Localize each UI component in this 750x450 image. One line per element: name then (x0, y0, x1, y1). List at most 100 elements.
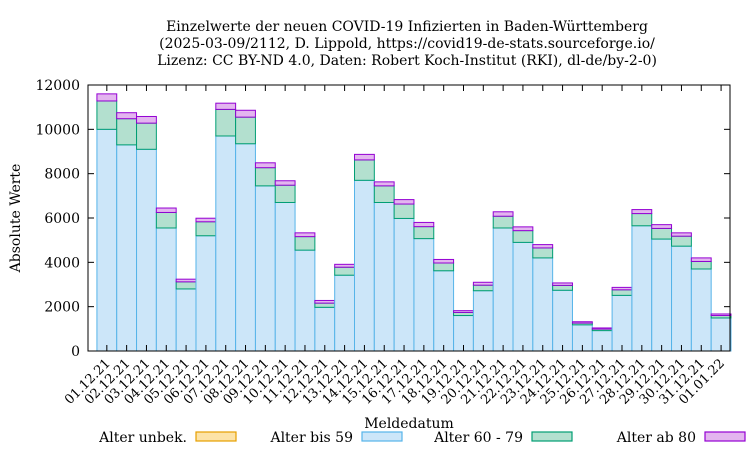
bar-15.12.21-series-2 (373, 185, 395, 203)
bar-08.12.21-series-3 (235, 109, 256, 118)
bar-29.12.21-series-2 (651, 227, 673, 240)
bar-31.12.21-series-3 (690, 257, 712, 262)
bar-21.12.21-series-2 (492, 215, 514, 229)
bar-18.12.21-series-1 (433, 270, 455, 352)
bar-01.12.21-series-3 (96, 93, 118, 102)
bar-07.12.21-series-3 (215, 102, 237, 110)
bar-11.12.21-series-2 (294, 236, 316, 251)
bar-05.12.21-series-1 (175, 288, 197, 352)
bar-10.12.21-series-1 (274, 201, 296, 352)
bar-04.12.21-series-2 (155, 211, 177, 229)
bar-17.12.21-series-3 (413, 221, 435, 228)
bar-09.12.21-series-1 (254, 185, 276, 352)
bar-29.12.21-series-1 (651, 238, 673, 352)
bar-10.12.21-series-3 (274, 180, 296, 186)
y-tick-label-10000: 10000 (35, 122, 80, 138)
x-axis: 01.12.2102.12.2103.12.2104.12.2105.12.21… (62, 85, 728, 408)
bar-15.12.21-series-3 (373, 181, 395, 187)
bar-04.12.21-series-3 (155, 207, 177, 213)
bar-30.12.21-series-1 (671, 245, 692, 352)
bar-20.12.21-series-1 (472, 290, 494, 352)
y-tick-label-8000: 8000 (44, 167, 80, 183)
bar-09.12.21-series-2 (254, 167, 276, 187)
bar-22.12.21-series-2 (512, 230, 534, 243)
y-axis: 0 2000 4000 6000 8000 10000 12000 (35, 78, 730, 360)
bar-31.12.21-series-1 (690, 268, 712, 352)
bar-30.12.21-series-3 (671, 232, 692, 237)
legend-label-3: Alter ab 80 (616, 430, 696, 446)
legend-label-0: Alter unbek. (98, 430, 187, 446)
bar-01.01.22-series-3 (710, 313, 732, 317)
bar-02.12.21-series-1 (116, 144, 138, 352)
legend-swatch-0 (195, 431, 237, 442)
y-tick-label-6000: 6000 (44, 211, 80, 227)
bar-02.12.21-series-3 (116, 112, 138, 120)
y-tick-label-12000: 12000 (35, 78, 80, 94)
bar-07.12.21-series-2 (215, 108, 237, 137)
bar-28.12.21-series-3 (631, 209, 653, 215)
bar-16.12.21-series-3 (393, 199, 415, 205)
bar-22.12.21-series-1 (512, 241, 534, 352)
x-axis-label: Meldedatum (364, 416, 454, 432)
legend-swatch-1 (361, 431, 403, 442)
bar-30.12.21-series-2 (671, 235, 692, 247)
legend-swatch-2 (531, 431, 573, 442)
bar-29.12.21-series-3 (651, 224, 673, 229)
bar-24.12.21-series-3 (552, 282, 573, 286)
bar-23.12.21-series-3 (532, 244, 554, 249)
bar-13.12.21-series-2 (334, 266, 356, 276)
bar-13.12.21-series-3 (334, 263, 356, 268)
bar-08.12.21-series-1 (235, 143, 256, 352)
bar-31.12.21-series-2 (690, 260, 712, 270)
legend-label-2: Alter 60 - 79 (433, 430, 523, 446)
bar-12.12.21-series-2 (314, 302, 336, 308)
bar-23.12.21-series-1 (532, 257, 554, 352)
bar-layer (96, 93, 732, 352)
bar-20.12.21-series-3 (472, 281, 494, 286)
bar-06.12.21-series-1 (195, 235, 217, 352)
bar-12.12.21-series-3 (314, 299, 336, 304)
bar-24.12.21-series-1 (552, 289, 573, 352)
bar-03.12.21-series-1 (136, 148, 157, 352)
chart-title-line-1: Einzelwerte der neuen COVID-19 Infiziert… (166, 19, 648, 35)
bar-02.12.21-series-2 (116, 118, 138, 146)
bar-01.12.21-series-1 (96, 128, 118, 352)
bar-20.12.21-series-2 (472, 284, 494, 292)
bar-03.12.21-series-3 (136, 115, 157, 124)
bar-23.12.21-series-2 (532, 247, 554, 259)
bar-14.12.21-series-3 (354, 153, 375, 161)
bar-19.12.21-series-3 (453, 310, 474, 313)
bar-21.12.21-series-3 (492, 211, 514, 217)
bar-06.12.21-series-3 (195, 217, 217, 223)
legend-label-1: Alter bis 59 (269, 430, 353, 446)
bar-27.12.21-series-3 (611, 286, 633, 291)
bar-15.12.21-series-1 (373, 201, 395, 352)
bar-05.12.21-series-2 (175, 281, 197, 290)
bar-11.12.21-series-3 (294, 232, 316, 238)
bar-07.12.21-series-1 (215, 135, 237, 352)
bar-11.12.21-series-1 (294, 249, 316, 352)
bar-12.12.21-series-1 (314, 306, 336, 352)
bar-26.12.21-series-3 (591, 327, 613, 330)
bar-04.12.21-series-1 (155, 227, 177, 352)
bar-18.12.21-series-3 (433, 258, 455, 264)
bar-27.12.21-series-2 (611, 289, 633, 296)
bar-05.12.21-series-3 (175, 278, 197, 283)
bar-13.12.21-series-1 (334, 274, 356, 352)
bar-17.12.21-series-1 (413, 238, 435, 352)
bar-06.12.21-series-2 (195, 221, 217, 237)
bar-24.12.21-series-2 (552, 284, 573, 291)
y-axis-label: Absolute Werte (8, 164, 24, 274)
bar-14.12.21-series-1 (354, 179, 375, 352)
bar-25.12.21-series-3 (571, 321, 593, 324)
bar-09.12.21-series-3 (254, 162, 276, 169)
bar-27.12.21-series-1 (611, 294, 633, 352)
y-tick-label-0: 0 (71, 344, 80, 360)
y-tick-label-4000: 4000 (44, 255, 80, 271)
bar-21.12.21-series-1 (492, 227, 514, 352)
bar-16.12.21-series-2 (393, 203, 415, 219)
bar-08.12.21-series-2 (235, 116, 256, 145)
chart-title-line-2: (2025-03-09/2112, D. Lippold, https://co… (159, 36, 655, 52)
bar-14.12.21-series-2 (354, 159, 375, 181)
